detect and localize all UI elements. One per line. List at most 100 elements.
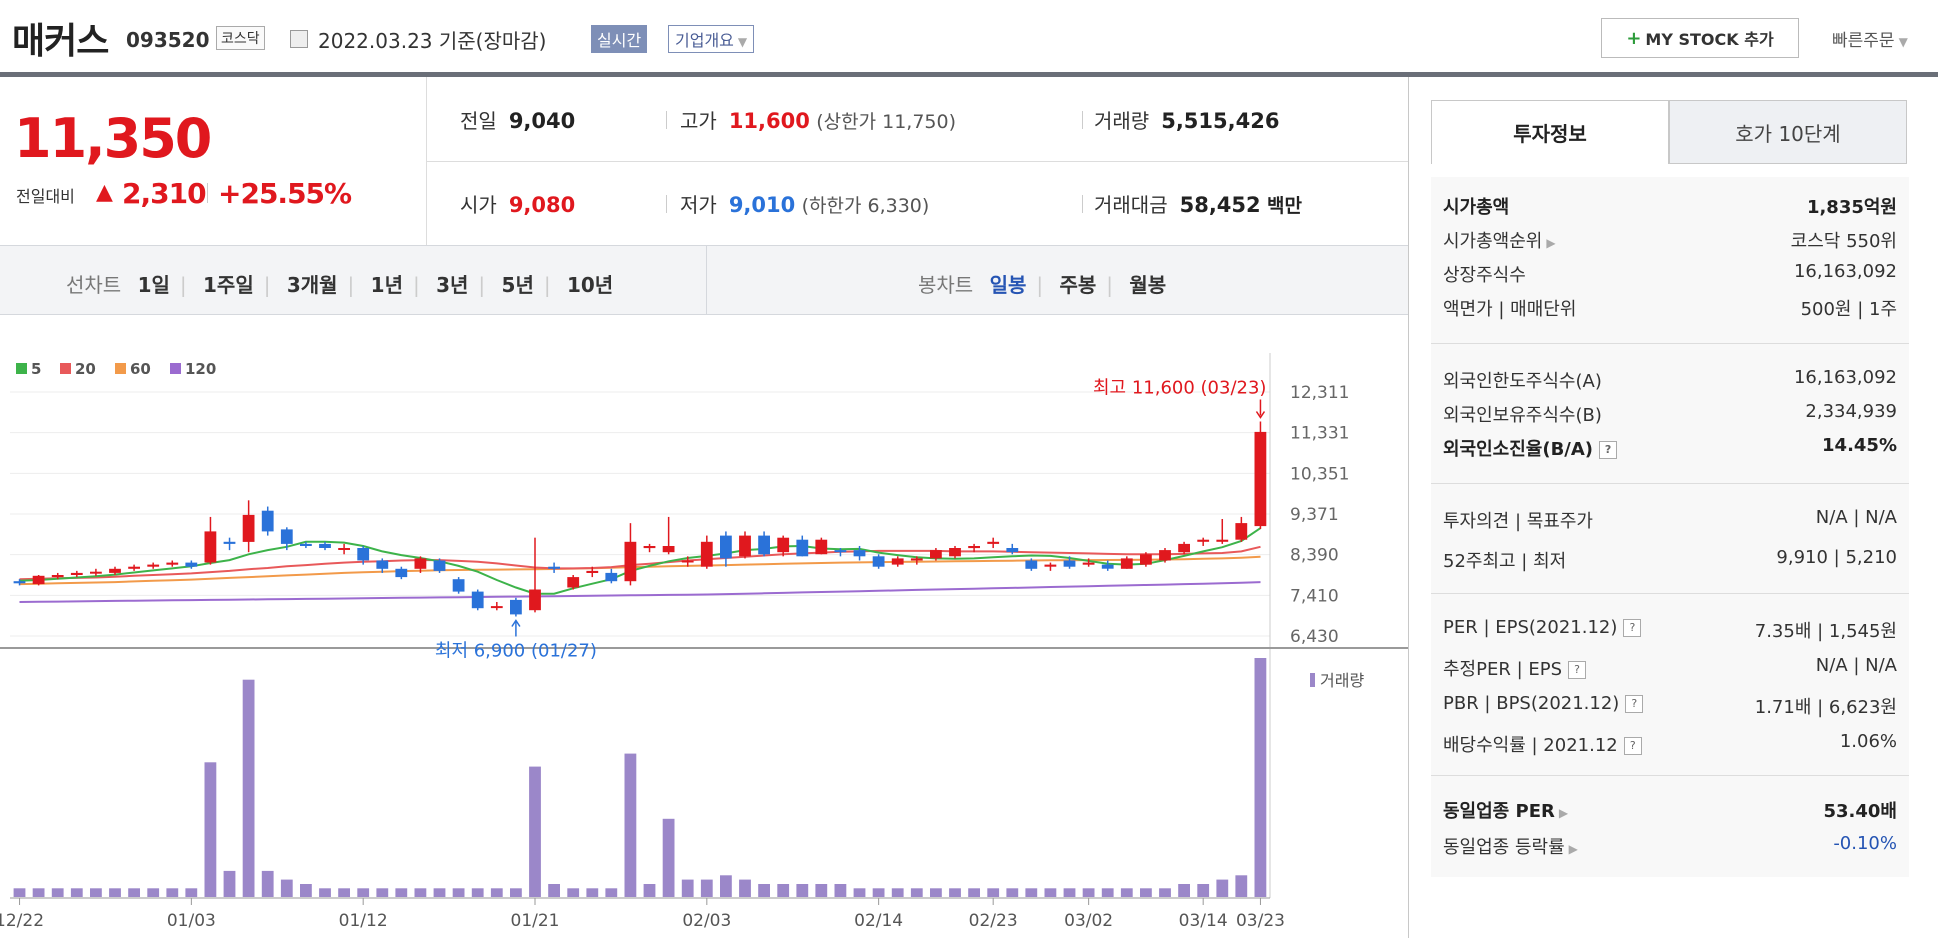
info-key: 외국인한도주식수(A) bbox=[1443, 371, 1602, 392]
info-key-label: PBR | BPS(2021.12) bbox=[1443, 693, 1620, 714]
candle-body bbox=[261, 510, 274, 532]
prev-compare-label: 전일대비 bbox=[16, 187, 75, 206]
chart-canvas[interactable]: 12,311 11,331 10,351 9,371 8,390 7,410 6,430 5 2… bbox=[0, 313, 1408, 938]
divider: | bbox=[412, 273, 420, 297]
period-1y[interactable]: 1년 bbox=[370, 273, 403, 297]
volume-bar bbox=[261, 870, 274, 897]
info-value: 9,910 | 5,210 bbox=[1776, 547, 1897, 568]
period-1w[interactable]: 1주일 bbox=[203, 273, 254, 297]
info-row: 투자의견 | 목표주가 N/A | N/A bbox=[1443, 507, 1897, 541]
volume-bar bbox=[1197, 884, 1210, 897]
info-key: 동일업종 등락률 ▶ bbox=[1443, 833, 1578, 859]
tab-investment-info[interactable]: 투자정보 bbox=[1431, 100, 1669, 164]
period-10y[interactable]: 10년 bbox=[566, 273, 614, 297]
y-tick-label: 9,371 bbox=[1290, 505, 1339, 525]
volume-bar bbox=[185, 888, 198, 897]
help-icon[interactable]: ? bbox=[1623, 737, 1642, 755]
info-value: 14.45% bbox=[1822, 435, 1897, 456]
volume-bar bbox=[815, 884, 828, 897]
candle-body bbox=[1082, 562, 1095, 565]
candle-body bbox=[280, 529, 293, 544]
info-value: 1.71배 | 6,623원 bbox=[1754, 697, 1897, 718]
x-tick-label: 03/02 bbox=[1064, 911, 1113, 931]
candle-body bbox=[51, 575, 64, 578]
ma20-line bbox=[19, 545, 1261, 581]
volume-bar bbox=[109, 888, 121, 897]
prev-close: 전일 9,040 bbox=[460, 105, 575, 134]
info-row[interactable]: 동일업종 PER ▶ 53.40배 bbox=[1443, 797, 1897, 831]
candle-body bbox=[739, 535, 751, 557]
up-triangle-icon: ▲ bbox=[96, 180, 113, 205]
volume-bar bbox=[128, 888, 140, 897]
volume-bar bbox=[605, 888, 618, 897]
period-monthly[interactable]: 월봉 bbox=[1129, 273, 1167, 297]
divider: | bbox=[1106, 273, 1114, 297]
candle-body bbox=[452, 579, 465, 592]
candle-body bbox=[147, 564, 160, 567]
y-tick-label: 6,430 bbox=[1290, 627, 1339, 647]
current-price: 11,350 bbox=[14, 107, 212, 170]
divider bbox=[1431, 775, 1909, 776]
add-my-stock-button[interactable]: + MY STOCK 추가 bbox=[1601, 18, 1799, 58]
volume-bar bbox=[338, 888, 350, 897]
period-3m[interactable]: 3개월 bbox=[286, 273, 338, 297]
volume-bar bbox=[968, 888, 980, 897]
realtime-button[interactable]: 실시간 bbox=[591, 25, 648, 53]
period-5y[interactable]: 5년 bbox=[501, 273, 534, 297]
price-summary: 11,350 전일대비 ▲ 2,310 +25.55% bbox=[0, 77, 427, 245]
period-3y[interactable]: 3년 bbox=[436, 273, 469, 297]
trade-amount: 거래대금 58,452 백만 bbox=[1094, 189, 1302, 218]
quick-order-button[interactable]: 빠른주문 ▼ bbox=[1832, 26, 1908, 51]
candle-body bbox=[166, 562, 179, 565]
help-icon[interactable]: ? bbox=[1625, 695, 1644, 713]
info-value: -0.10% bbox=[1833, 833, 1897, 854]
volume-bar bbox=[796, 884, 809, 897]
candle-body bbox=[433, 560, 446, 571]
volume-bar bbox=[586, 888, 599, 897]
info-key-label: 외국인소진율(B/A) bbox=[1443, 439, 1594, 460]
help-icon[interactable]: ? bbox=[1599, 441, 1618, 459]
period-1d[interactable]: 1일 bbox=[137, 273, 170, 297]
help-icon[interactable]: ? bbox=[1568, 661, 1587, 679]
candle-chart-label: 봉차트 bbox=[918, 273, 974, 297]
header-divider bbox=[0, 72, 1938, 77]
candle-body bbox=[567, 577, 580, 588]
info-key: 투자의견 | 목표주가 bbox=[1443, 511, 1593, 532]
x-tick-label: 03/14 bbox=[1179, 911, 1228, 931]
volume-bar bbox=[662, 818, 675, 897]
volume-bar bbox=[624, 753, 637, 897]
high-annotation: 최고 11,600 (03/23) bbox=[1093, 377, 1266, 398]
volume-bar bbox=[490, 888, 503, 897]
candle-body bbox=[319, 543, 331, 548]
stock-chart[interactable]: 12,311 11,331 10,351 9,371 8,390 7,410 6,430 5 2… bbox=[0, 313, 1408, 938]
info-row: 외국인소진율(B/A)? 14.45% bbox=[1443, 435, 1897, 469]
help-icon[interactable]: ? bbox=[1623, 619, 1642, 637]
divider: | bbox=[179, 273, 187, 297]
info-key: 52주최고 | 최저 bbox=[1443, 551, 1567, 572]
open-value: 9,080 bbox=[508, 193, 576, 217]
x-tick-label: 12/22 bbox=[0, 911, 44, 931]
volume-bar bbox=[949, 888, 961, 897]
divider bbox=[706, 246, 707, 314]
info-row: 외국인한도주식수(A) 16,163,092 bbox=[1443, 367, 1897, 401]
candle-body bbox=[796, 539, 809, 557]
info-key: 시가총액순위 ▶ bbox=[1443, 227, 1556, 253]
tab-orderbook-10[interactable]: 호가 10단계 bbox=[1669, 100, 1907, 164]
low-label: 저가 bbox=[680, 193, 717, 217]
info-row[interactable]: 동일업종 등락률 ▶ -0.10% bbox=[1443, 833, 1897, 867]
volume-bar bbox=[1025, 888, 1038, 897]
plus-icon: + bbox=[1626, 27, 1642, 49]
divider bbox=[207, 183, 208, 203]
period-weekly[interactable]: 주봉 bbox=[1059, 273, 1097, 297]
candle-body bbox=[910, 558, 923, 561]
company-overview-dropdown[interactable]: 기업개요 ▼ bbox=[668, 25, 755, 53]
candle-body bbox=[128, 566, 140, 569]
volume-bar bbox=[1216, 879, 1229, 897]
info-key: 동일업종 PER ▶ bbox=[1443, 797, 1568, 823]
info-value: 1,835억원 bbox=[1806, 197, 1897, 218]
info-row: 추정PER | EPS? N/A | N/A bbox=[1443, 655, 1897, 689]
x-tick-label: 01/12 bbox=[339, 911, 388, 931]
period-daily[interactable]: 일봉 bbox=[989, 273, 1027, 297]
volume-legend-swatch bbox=[1310, 673, 1315, 687]
info-row[interactable]: 시가총액순위 ▶ 코스닥 550위 bbox=[1443, 227, 1897, 261]
